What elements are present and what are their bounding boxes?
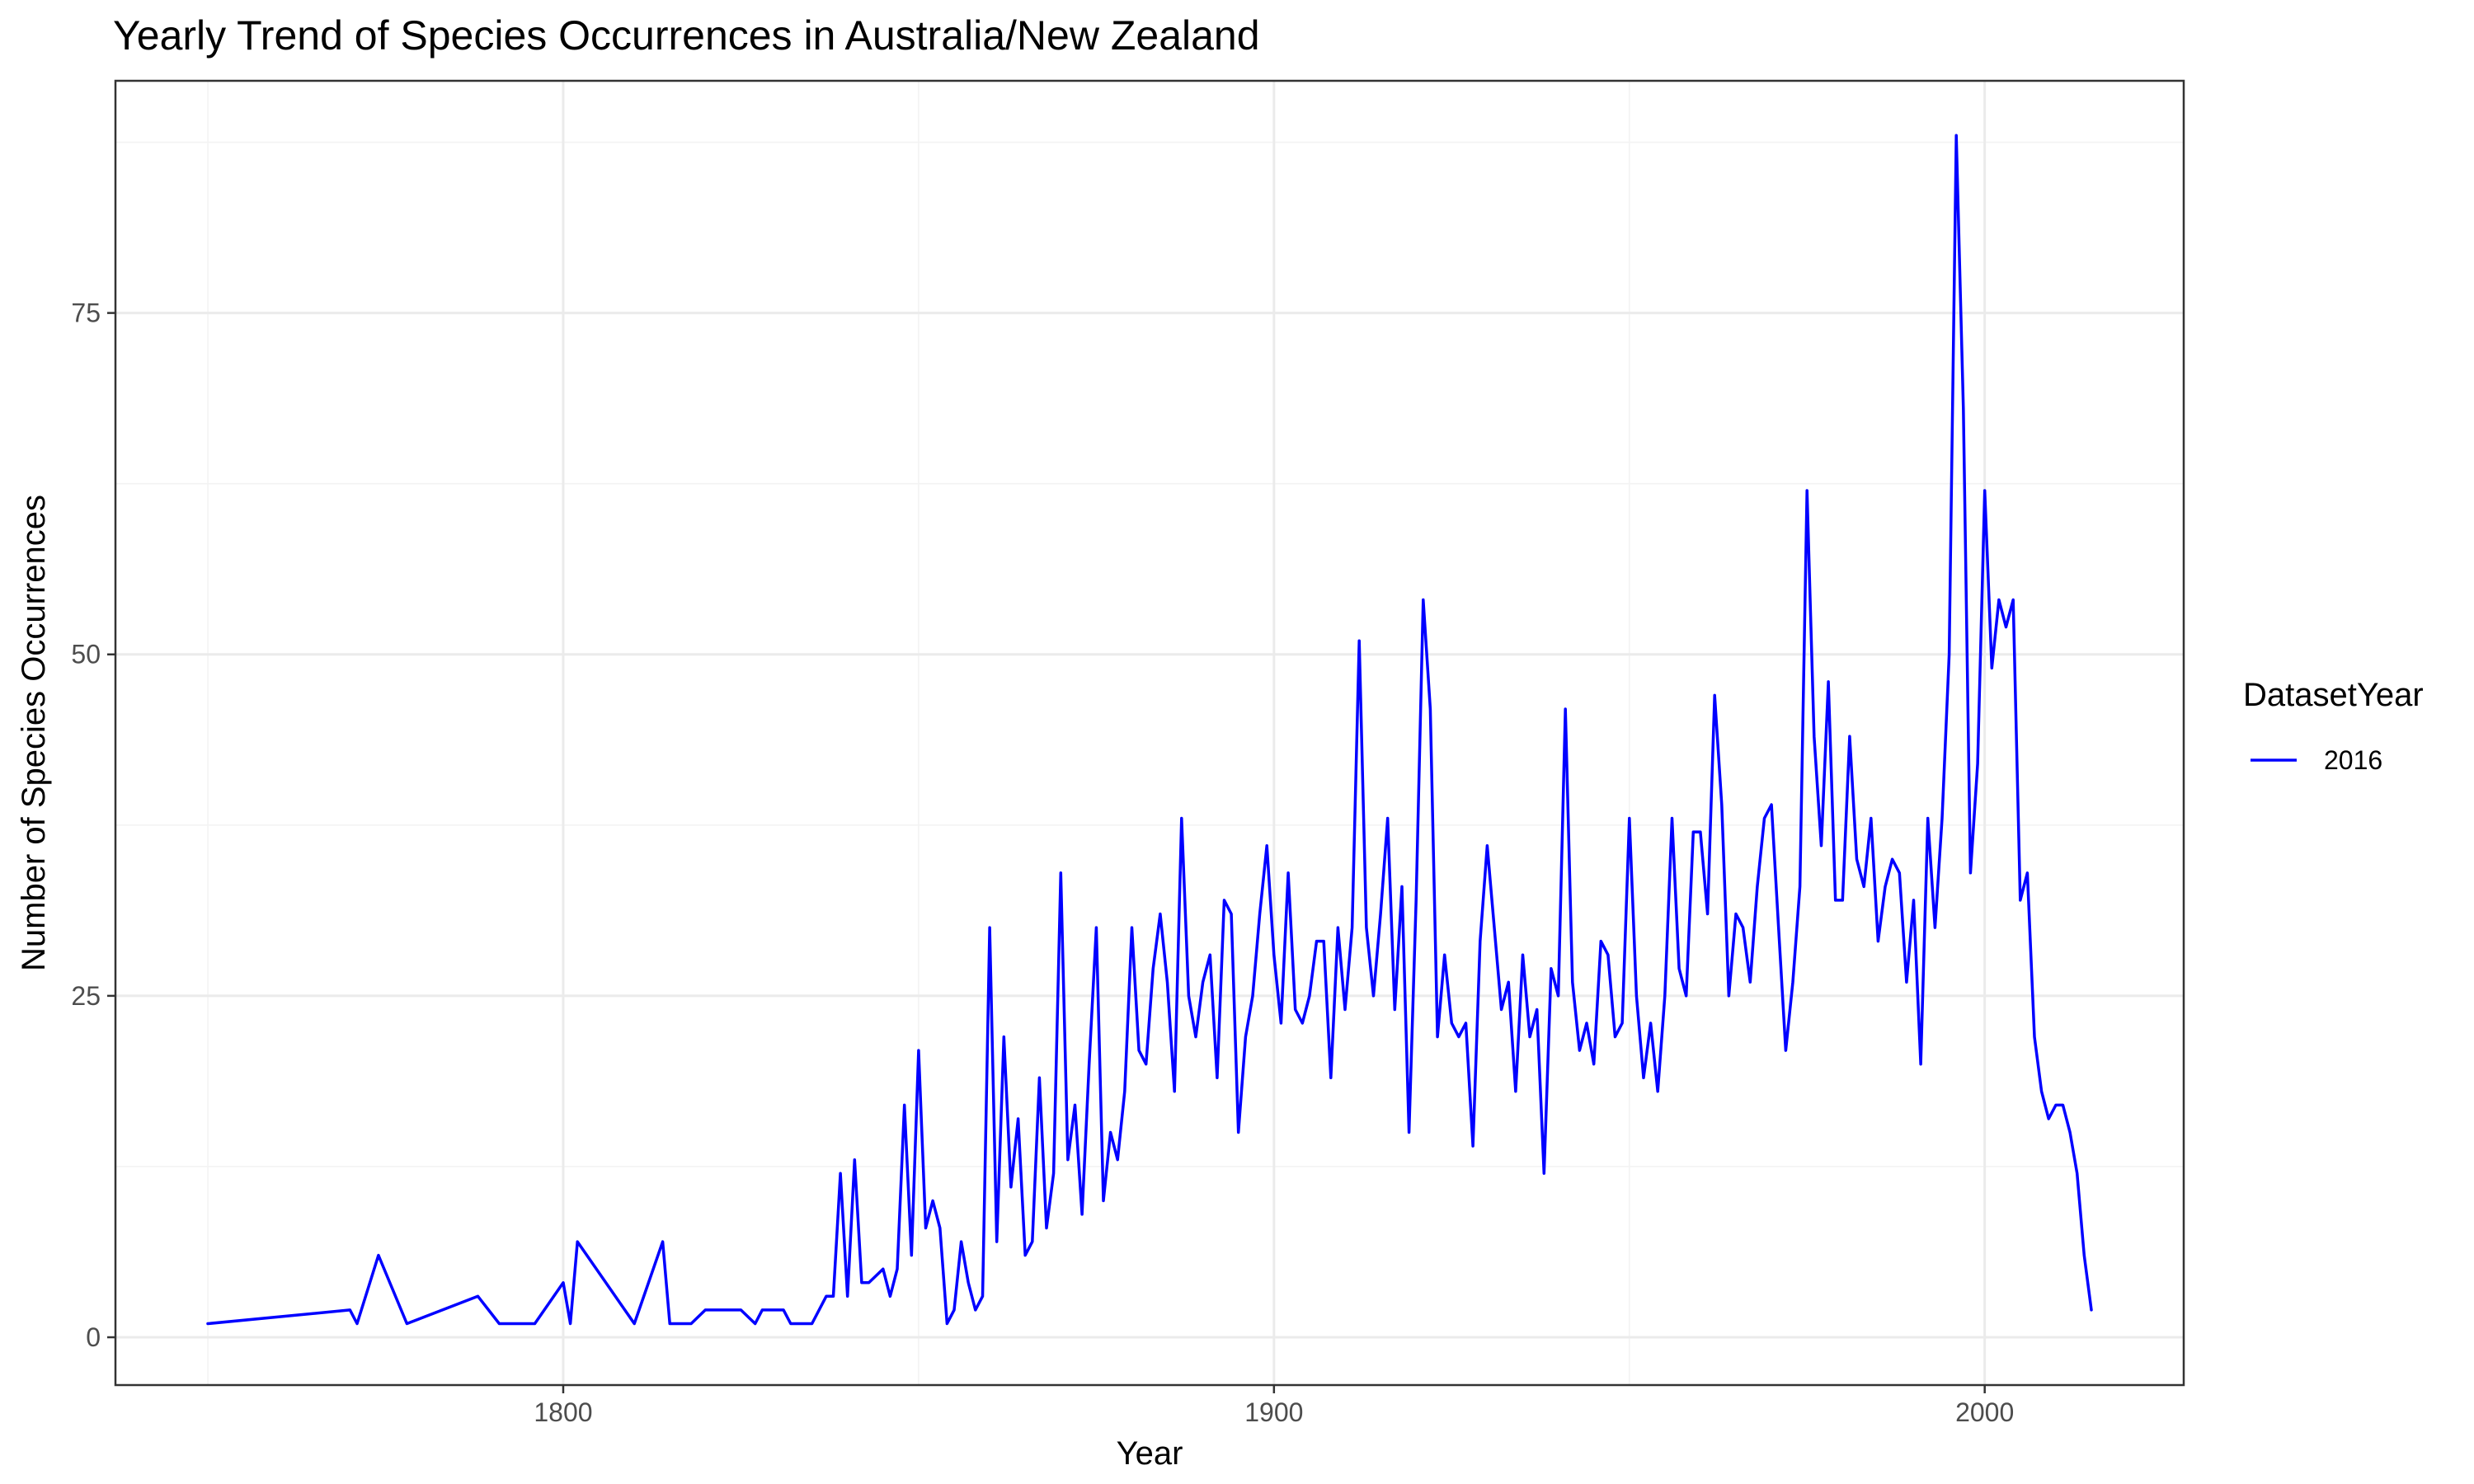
x-tick-label: 1800: [534, 1397, 592, 1427]
y-tick-label: 0: [86, 1322, 101, 1352]
y-axis: 0 25 50 75: [71, 298, 115, 1352]
x-axis-title: Year: [1117, 1435, 1183, 1472]
major-gridlines: [115, 81, 2184, 1385]
y-tick-label: 50: [71, 640, 101, 669]
chart-title: Yearly Trend of Species Occurrences in A…: [113, 12, 1260, 59]
legend: DatasetYear 2016: [2243, 677, 2424, 775]
legend-title: DatasetYear: [2243, 677, 2424, 713]
minor-gridlines: [115, 81, 2184, 1385]
plot-panel: [115, 81, 2184, 1385]
y-tick-label: 25: [71, 981, 101, 1011]
x-tick-label: 1900: [1244, 1397, 1303, 1427]
y-tick-label: 75: [71, 298, 101, 328]
plot-panel-border: [114, 79, 2185, 1387]
legend-label-2016: 2016: [2324, 745, 2382, 775]
series-points-2016: [207, 135, 2092, 1324]
x-axis: 1800 1900 2000: [534, 1385, 2014, 1427]
y-axis-title: Number of Species Occurrences: [16, 495, 52, 971]
series-layer: [206, 134, 2093, 1326]
x-tick-label: 2000: [1955, 1397, 2014, 1427]
